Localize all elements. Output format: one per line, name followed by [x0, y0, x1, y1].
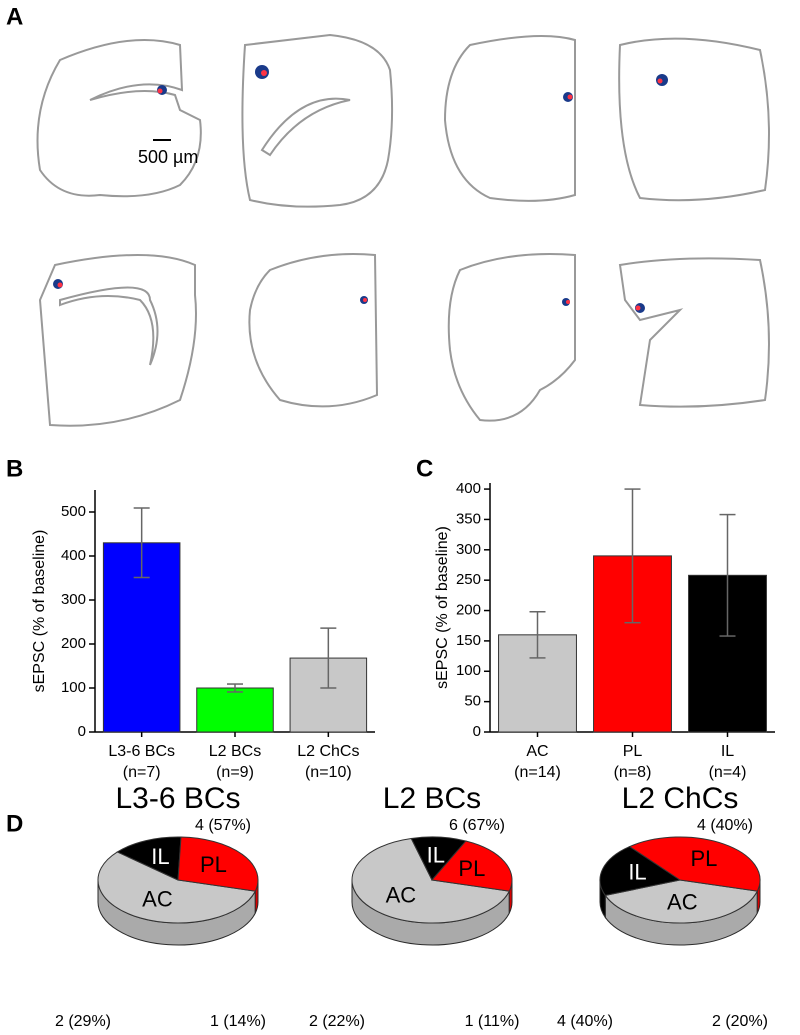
- slice-label: IL: [427, 842, 445, 867]
- y-tick-label: 0: [473, 723, 481, 740]
- slice-label: IL: [151, 844, 169, 869]
- y-tick-label: 400: [456, 480, 481, 497]
- value-label: 4 (40%): [697, 817, 753, 834]
- y-tick-label: 300: [456, 541, 481, 558]
- y-tick-label: 0: [78, 723, 86, 740]
- slice-label: PL: [458, 856, 485, 881]
- pie-slice: [351, 837, 511, 924]
- value-label: 1 (14%): [210, 1013, 266, 1030]
- panel-label: A: [6, 3, 23, 30]
- panel-label: D: [6, 810, 23, 837]
- y-tick-label: 100: [61, 679, 86, 696]
- pie: AC IL PL: [351, 836, 513, 946]
- panel-label: C: [416, 455, 433, 482]
- y-tick-label: 200: [61, 635, 86, 652]
- value-label: 1 (11%): [465, 1013, 520, 1030]
- pie-slice: [431, 840, 513, 892]
- error-bar: [133, 507, 150, 579]
- pie: AC IL PL: [97, 836, 259, 946]
- panel-label: B: [6, 455, 23, 482]
- n-label: (n=14): [514, 764, 561, 781]
- y-tick-label: 200: [456, 602, 481, 619]
- value-label: 6 (67%): [449, 817, 505, 834]
- n-label: (n=8): [614, 764, 652, 781]
- scale-bar-label: 500 µm: [138, 147, 198, 167]
- slice-label: PL: [691, 846, 718, 871]
- n-label: (n=10): [305, 764, 352, 781]
- y-axis-label: sEPSC (% of baseline): [31, 530, 48, 693]
- x-tick-label: IL: [721, 743, 734, 760]
- x-tick-label: L3-6 BCs: [108, 743, 175, 760]
- pie-slice: [599, 846, 682, 896]
- pie-title: L2 ChCs: [622, 782, 739, 815]
- value-label: 2 (20%): [712, 1013, 768, 1030]
- error-bar: [320, 627, 337, 689]
- pie-slice: [97, 851, 257, 924]
- x-tick-label: PL: [623, 743, 643, 760]
- slice-label: AC: [142, 887, 173, 912]
- bar: [196, 687, 274, 733]
- pie-title: L2 BCs: [383, 782, 481, 815]
- slice-label: AC: [667, 889, 698, 914]
- y-tick-label: 150: [456, 632, 481, 649]
- error-bar: [719, 513, 736, 637]
- n-label: (n=7): [123, 764, 161, 781]
- n-label: (n=4): [709, 764, 747, 781]
- pie-title: L3-6 BCs: [115, 782, 240, 815]
- slice-drawings: 500 µm: [36, 33, 770, 427]
- x-tick-label: L2 BCs: [209, 743, 261, 760]
- error-bar: [624, 488, 641, 624]
- error-bar: [529, 611, 546, 659]
- value-label: 4 (57%): [195, 817, 251, 834]
- value-label: 2 (22%): [309, 1013, 365, 1030]
- x-tick-label: AC: [526, 743, 548, 760]
- y-tick-label: 250: [456, 571, 481, 588]
- slice-label: IL: [628, 860, 646, 885]
- y-tick-label: 400: [61, 547, 86, 564]
- y-tick-label: 350: [456, 510, 481, 527]
- error-bar: [227, 683, 243, 693]
- value-label: 4 (40%): [557, 1013, 613, 1030]
- y-axis-label: sEPSC (% of baseline): [434, 526, 451, 689]
- pie-slice: [177, 836, 259, 892]
- y-tick-label: 300: [61, 591, 86, 608]
- pie-slice: [116, 836, 182, 881]
- y-tick-label: 50: [464, 693, 481, 710]
- x-tick-label: L2 ChCs: [297, 743, 359, 760]
- value-label: 2 (29%): [55, 1013, 111, 1030]
- pie-slice: [628, 836, 761, 892]
- slice-label: AC: [386, 883, 417, 908]
- pie-slice: [604, 879, 759, 924]
- pie: AC IL PL: [599, 836, 761, 946]
- slice-label: PL: [200, 852, 227, 877]
- y-tick-label: 500: [61, 503, 86, 520]
- n-label: (n=9): [216, 764, 254, 781]
- y-tick-label: 100: [456, 662, 481, 679]
